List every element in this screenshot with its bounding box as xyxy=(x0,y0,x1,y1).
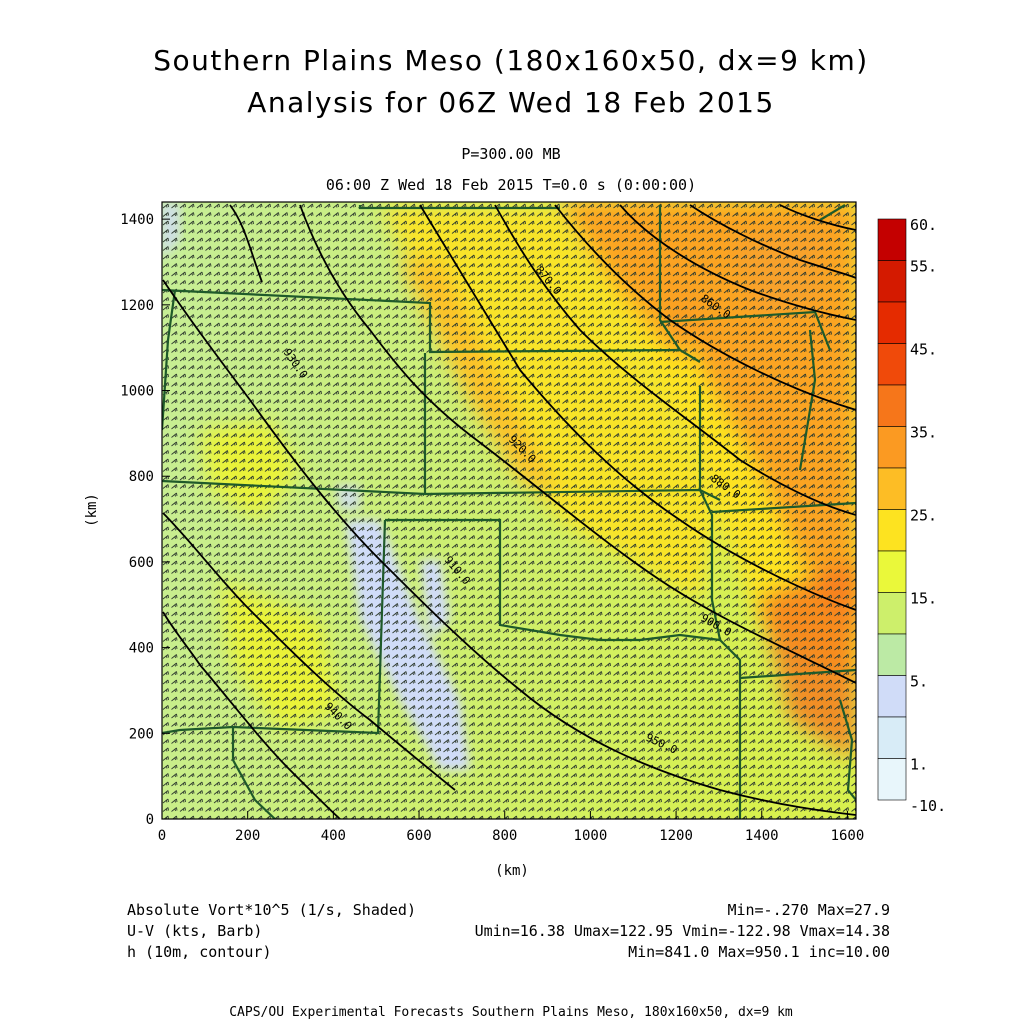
y-tick-label: 0 xyxy=(146,812,154,828)
x-tick-label: 200 xyxy=(235,828,260,844)
colorbar-swatch xyxy=(877,301,907,344)
y-tick-label: 1200 xyxy=(120,298,154,314)
colorbar-swatch xyxy=(877,758,907,801)
field1-stats: Min=-.270 Max=27.9 xyxy=(727,901,890,919)
x-tick-label: 600 xyxy=(406,828,431,844)
colorbar-swatch xyxy=(877,592,907,635)
x-tick-label: 1400 xyxy=(745,828,779,844)
colorbar-label: 1. xyxy=(910,756,928,774)
x-axis-label: (km) xyxy=(495,863,529,879)
colorbar-swatch xyxy=(877,426,907,469)
colorbar: 60. 55. 45. 35. 25. 15. 5. 1. -10. xyxy=(877,216,946,815)
chart-subtitle: Analysis for 06Z Wed 18 Feb 2015 xyxy=(247,86,775,119)
colorbar-swatch xyxy=(877,384,907,427)
y-tick-label: 1000 xyxy=(120,384,154,400)
colorbar-swatch xyxy=(877,550,907,593)
plot-frame xyxy=(161,201,857,820)
colorbar-label: 5. xyxy=(910,673,928,691)
field2-stats: Umin=16.38 Umax=122.95 Vmin=-122.98 Vmax… xyxy=(474,922,890,940)
colorbar-label: 15. xyxy=(910,590,937,608)
colorbar-swatch xyxy=(877,343,907,386)
colorbar-swatch xyxy=(877,218,907,261)
pressure-level: P=300.00 MB xyxy=(461,145,561,163)
y-tick-label: 800 xyxy=(129,469,154,485)
y-tick-label: 400 xyxy=(129,641,154,657)
y-tick-label: 600 xyxy=(129,555,154,571)
colorbar-label: 25. xyxy=(910,507,937,525)
field1-name: Absolute Vort*10^5 (1/s, Shaded) xyxy=(127,901,416,919)
field2-name: U-V (kts, Barb) xyxy=(127,922,263,940)
credit-line: CAPS/OU Experimental Forecasts Southern … xyxy=(229,1005,793,1020)
colorbar-label: 35. xyxy=(910,424,937,442)
colorbar-swatch xyxy=(877,467,907,510)
x-tick-label: 1200 xyxy=(659,828,693,844)
height-contours xyxy=(162,204,856,819)
x-tick-label: 1000 xyxy=(574,828,608,844)
x-axis: 0 200 400 600 800 1000 1200 1400 1600 xyxy=(158,811,865,844)
field3-stats: Min=841.0 Max=950.1 inc=10.00 xyxy=(628,943,890,961)
x-tick-label: 1600 xyxy=(831,828,865,844)
y-tick-label: 200 xyxy=(129,726,154,742)
colorbar-label: -10. xyxy=(910,797,946,815)
vorticity-shading: 930.0 920.0 910.0 940.0 870.0 860.0 880.… xyxy=(162,202,856,819)
x-tick-label: 400 xyxy=(321,828,346,844)
y-tick-label: 1400 xyxy=(120,212,154,228)
colorbar-swatch xyxy=(877,675,907,718)
state-boundaries xyxy=(162,204,856,819)
chart-title: Southern Plains Meso (180x160x50, dx=9 k… xyxy=(153,44,869,77)
y-axis-label: (km) xyxy=(84,493,100,527)
valid-time: 06:00 Z Wed 18 Feb 2015 T=0.0 s (0:00:00… xyxy=(325,176,697,194)
colorbar-swatch xyxy=(877,716,907,759)
y-axis: 0 200 400 600 800 1000 1200 1400 xyxy=(120,212,170,828)
colorbar-swatch xyxy=(877,509,907,552)
colorbar-label: 60. xyxy=(910,216,937,234)
colorbar-label: 45. xyxy=(910,341,937,359)
field3-name: h (10m, contour) xyxy=(127,943,272,961)
x-tick-label: 0 xyxy=(158,828,166,844)
colorbar-swatch xyxy=(877,260,907,303)
colorbar-label: 55. xyxy=(910,258,937,276)
x-tick-label: 800 xyxy=(492,828,517,844)
colorbar-swatch xyxy=(877,633,907,676)
